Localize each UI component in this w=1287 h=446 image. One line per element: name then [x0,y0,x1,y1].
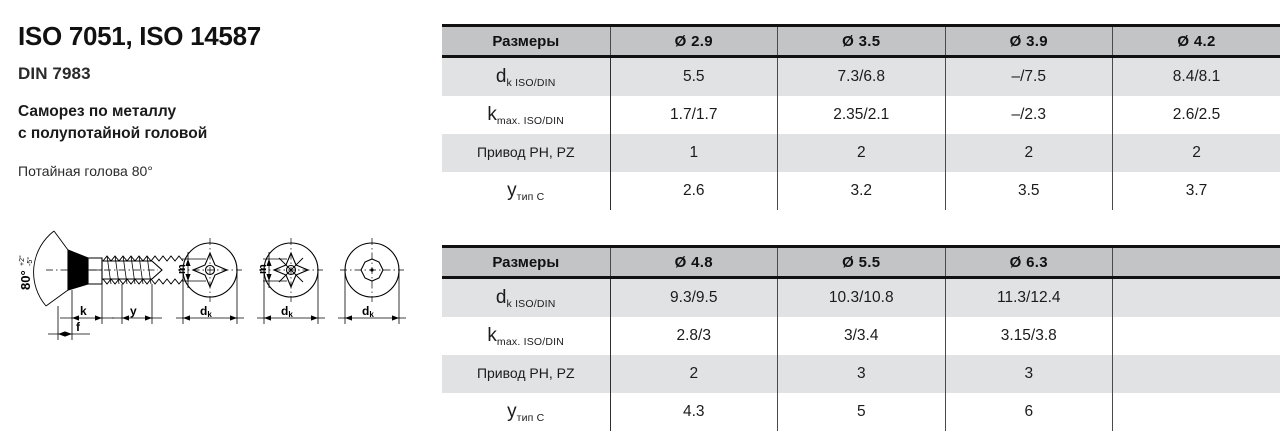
svg-text:80°: 80° [18,270,33,290]
cell-y-35: 3.2 [777,172,946,210]
left-info-panel: ISO 7051, ISO 14587 DIN 7983 Саморез по … [0,0,430,446]
column-header-d63: Ø 6.3 [945,245,1113,279]
dimension-f [48,306,90,340]
dim-m-label-ph: m [176,264,188,274]
table-row: yтип C 2.6 3.2 3.5 3.7 [442,172,1280,210]
dim-f-label: f [76,320,81,334]
column-header-d35: Ø 3.5 [777,24,946,58]
cell-y-42: 3.7 [1112,172,1280,210]
row-label-kmax: kmax. ISO/DIN [442,317,611,355]
cell-y-39: 3.5 [945,172,1113,210]
cell-kmax-35: 2.35/2.1 [777,96,946,134]
drive-head-pozidriv: m dk [257,238,325,324]
cell-dk-55: 10.3/10.8 [777,277,946,317]
column-header-dimensions: Размеры [442,24,611,58]
cell-dk-39: –/7.5 [945,56,1113,96]
drive-head-torx: dk [338,238,406,324]
column-header-d39: Ø 3.9 [945,24,1113,58]
svg-text:-5°: -5° [26,257,34,266]
dim-y-label: y [130,304,137,318]
table-row: dk ISO/DIN 9.3/9.5 10.3/10.8 11.3/12.4 [442,277,1280,317]
table-row: kmax. ISO/DIN 1.7/1.7 2.35/2.1 –/2.3 2.6… [442,96,1280,134]
dim-m-label-pz: m [257,264,269,274]
cell-kmax-empty [1112,317,1280,355]
cell-kmax-63: 3.15/3.8 [945,317,1113,355]
table-header-row: Размеры Ø 4.8 Ø 5.5 Ø 6.3 [442,245,1280,279]
spec-table-small-diameters: Размеры Ø 2.9 Ø 3.5 Ø 3.9 Ø 4.2 dk ISO/D… [442,24,1280,210]
column-header-dimensions: Размеры [442,245,611,279]
cell-drive-63: 3 [945,355,1113,393]
spec-table-large-diameters: Размеры Ø 4.8 Ø 5.5 Ø 6.3 dk ISO/DIN 9.3… [442,245,1280,431]
row-label-drive: Привод PH, PZ [442,134,611,172]
angle-annotation: 80° +2° -5° [18,255,34,290]
drive-head-phillips: m dk [176,238,244,324]
product-description: Саморез по металлу с полупотайной голово… [18,101,418,146]
cell-drive-29: 1 [610,134,778,172]
column-header-d48: Ø 4.8 [610,245,778,279]
table-row: kmax. ISO/DIN 2.8/3 3/3.4 3.15/3.8 [442,317,1280,355]
cell-drive-empty [1112,355,1280,393]
title-block: ISO 7051, ISO 14587 DIN 7983 Саморез по … [18,22,418,179]
dim-dk-label-tx: dk [362,304,374,319]
standard-subtitle: DIN 7983 [18,63,91,83]
cell-dk-empty [1112,277,1280,317]
cell-kmax-39: –/2.3 [945,96,1113,134]
table-row: Привод PH, PZ 2 3 3 [442,355,1280,393]
column-header-empty [1112,245,1280,279]
row-label-dk: dk ISO/DIN [442,56,611,96]
cell-y-empty [1112,393,1280,431]
row-label-y: yтип C [442,172,611,210]
row-label-y: yтип C [442,393,611,431]
cell-kmax-55: 3/3.4 [777,317,946,355]
dim-dk-label-pz: dk [281,304,293,319]
cell-kmax-48: 2.8/3 [610,317,778,355]
row-label-dk: dk ISO/DIN [442,277,611,317]
cell-drive-55: 3 [777,355,946,393]
column-header-d55: Ø 5.5 [777,245,946,279]
dimension-k [60,284,114,324]
table-row: Привод PH, PZ 1 2 2 2 [442,134,1280,172]
row-label-kmax: kmax. ISO/DIN [442,96,611,134]
table-header-row: Размеры Ø 2.9 Ø 3.5 Ø 3.9 Ø 4.2 [442,24,1280,58]
column-header-d42: Ø 4.2 [1112,24,1280,58]
cell-drive-35: 2 [777,134,946,172]
dimension-y [112,284,162,324]
cell-dk-63: 11.3/12.4 [945,277,1113,317]
screw-drawing-svg: k f y [18,230,406,340]
cell-dk-29: 5.5 [610,56,778,96]
svg-text:+2°: +2° [18,255,26,266]
cell-y-55: 5 [777,393,946,431]
cell-dk-42: 8.4/8.1 [1112,56,1280,96]
cell-y-29: 2.6 [610,172,778,210]
row-label-drive: Привод PH, PZ [442,355,611,393]
column-header-d29: Ø 2.9 [610,24,778,58]
cell-dk-35: 7.3/6.8 [777,56,946,96]
head-type-note: Потайная голова 80° [18,162,153,179]
dim-dk-label-ph: dk [200,304,212,319]
table-row: dk ISO/DIN 5.5 7.3/6.8 –/7.5 8.4/8.1 [442,56,1280,96]
product-description-line-1: Саморез по металлу [18,102,177,120]
dim-k-label: k [80,304,87,318]
cell-kmax-42: 2.6/2.5 [1112,96,1280,134]
table-row: yтип C 4.3 5 6 [442,393,1280,431]
cell-y-63: 6 [945,393,1113,431]
cell-dk-48: 9.3/9.5 [610,277,778,317]
screw-side-view [33,230,184,307]
cell-drive-42: 2 [1112,134,1280,172]
technical-drawing: k f y [6,228,416,343]
cell-kmax-29: 1.7/1.7 [610,96,778,134]
product-description-line-2: с полупотайной головой [18,125,208,143]
cell-drive-39: 2 [945,134,1113,172]
cell-y-48: 4.3 [610,393,778,431]
cell-drive-48: 2 [610,355,778,393]
page-title: ISO 7051, ISO 14587 [18,21,261,51]
